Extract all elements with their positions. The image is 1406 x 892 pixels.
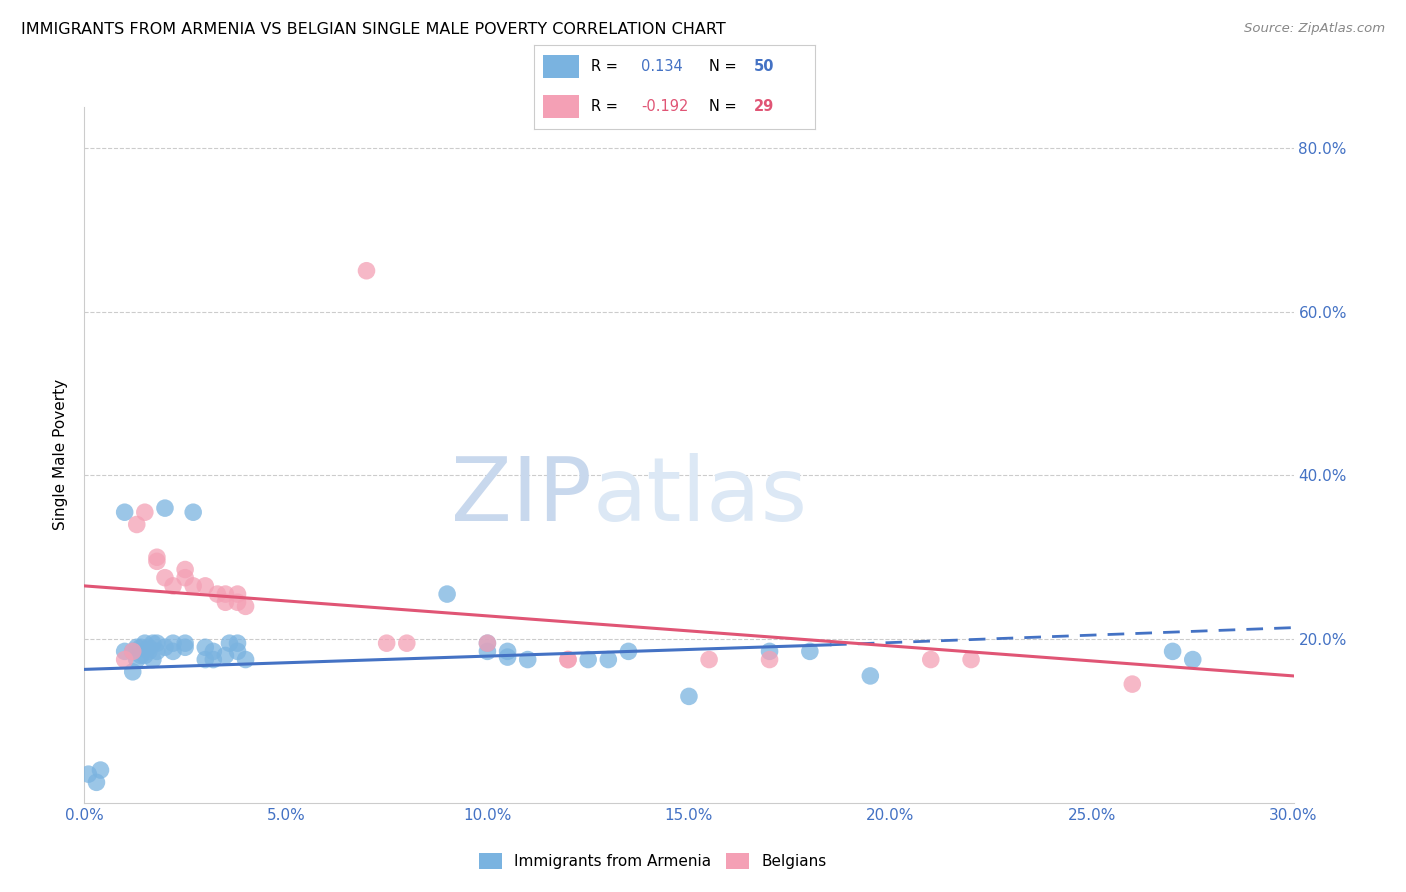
Point	[598, 652, 620, 666]
Point	[121, 644, 143, 658]
Point	[557, 652, 579, 666]
Point	[356, 264, 378, 278]
Point	[174, 636, 197, 650]
Point	[162, 644, 184, 658]
Text: R =: R =	[591, 99, 621, 114]
Point	[226, 587, 249, 601]
Point	[162, 579, 184, 593]
Point	[174, 562, 197, 576]
Point	[226, 636, 249, 650]
Point	[678, 690, 700, 704]
Point	[146, 550, 169, 565]
Text: Source: ZipAtlas.com: Source: ZipAtlas.com	[1244, 22, 1385, 36]
Point	[920, 652, 942, 666]
Point	[138, 644, 160, 658]
Point	[146, 636, 169, 650]
Text: 0.134: 0.134	[641, 59, 683, 74]
Text: -0.192: -0.192	[641, 99, 689, 114]
Point	[129, 648, 152, 663]
Point	[142, 652, 165, 666]
Point	[194, 579, 217, 593]
Legend: Immigrants from Armenia, Belgians: Immigrants from Armenia, Belgians	[472, 847, 832, 875]
Point	[174, 640, 197, 655]
Point	[516, 652, 538, 666]
Text: IMMIGRANTS FROM ARMENIA VS BELGIAN SINGLE MALE POVERTY CORRELATION CHART: IMMIGRANTS FROM ARMENIA VS BELGIAN SINGL…	[21, 22, 725, 37]
Point	[121, 665, 143, 679]
Point	[1181, 652, 1204, 666]
Y-axis label: Single Male Poverty: Single Male Poverty	[53, 379, 69, 531]
Point	[89, 763, 111, 777]
Point	[181, 505, 204, 519]
Point	[207, 587, 229, 601]
Point	[758, 652, 780, 666]
Point	[226, 644, 249, 658]
Point	[134, 648, 156, 663]
Point	[194, 652, 217, 666]
Text: atlas: atlas	[592, 453, 807, 541]
Point	[214, 648, 236, 663]
Text: N =: N =	[709, 99, 741, 114]
Point	[146, 554, 169, 568]
Point	[496, 644, 519, 658]
Point	[153, 501, 176, 516]
Point	[114, 652, 136, 666]
Point	[181, 579, 204, 593]
Point	[202, 652, 225, 666]
Point	[146, 644, 169, 658]
Point	[960, 652, 983, 666]
Point	[214, 587, 236, 601]
Point	[576, 652, 599, 666]
Point	[114, 644, 136, 658]
Point	[162, 636, 184, 650]
Point	[617, 644, 640, 658]
Point	[129, 640, 152, 655]
Point	[557, 652, 579, 666]
Text: 29: 29	[754, 99, 773, 114]
Point	[799, 644, 821, 658]
Point	[1161, 644, 1184, 658]
Point	[395, 636, 418, 650]
Point	[758, 644, 780, 658]
Point	[134, 636, 156, 650]
Point	[125, 652, 148, 666]
Point	[174, 571, 197, 585]
Point	[125, 517, 148, 532]
Point	[153, 571, 176, 585]
Point	[134, 505, 156, 519]
Point	[142, 636, 165, 650]
Point	[477, 644, 499, 658]
Point	[436, 587, 458, 601]
Text: ZIP: ZIP	[451, 453, 592, 541]
Point	[477, 636, 499, 650]
Point	[859, 669, 882, 683]
Point	[138, 640, 160, 655]
Text: N =: N =	[709, 59, 741, 74]
Point	[477, 636, 499, 650]
Point	[194, 640, 217, 655]
Point	[86, 775, 108, 789]
Text: 50: 50	[754, 59, 775, 74]
Point	[226, 595, 249, 609]
Point	[153, 640, 176, 655]
Bar	[543, 95, 579, 119]
Point	[77, 767, 100, 781]
Point	[214, 595, 236, 609]
Point	[202, 644, 225, 658]
Point	[218, 636, 240, 650]
Point	[1121, 677, 1143, 691]
Text: R =: R =	[591, 59, 621, 74]
Point	[496, 650, 519, 665]
Point	[375, 636, 398, 650]
Point	[114, 505, 136, 519]
Point	[235, 652, 257, 666]
Bar	[543, 54, 579, 78]
Point	[235, 599, 257, 614]
Point	[121, 644, 143, 658]
Point	[697, 652, 720, 666]
Point	[125, 640, 148, 655]
